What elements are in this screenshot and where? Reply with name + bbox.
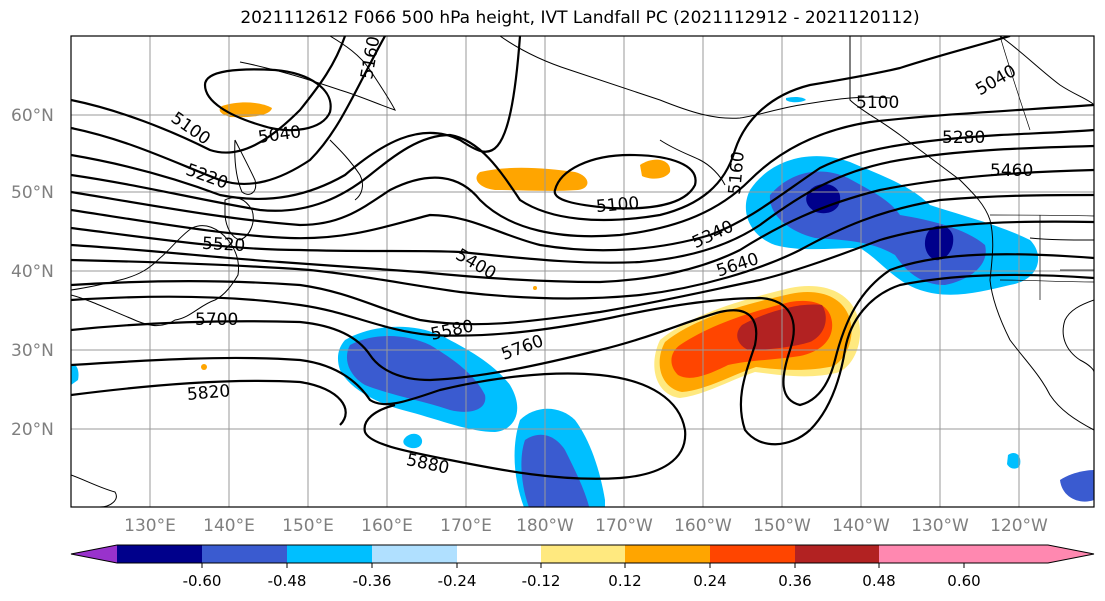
colorbar-segment <box>879 545 964 563</box>
latitude-labels: 60°N 50°N 40°N 30°N 20°N <box>11 106 54 440</box>
lon-label: 140°E <box>203 516 255 536</box>
colorbar-tick-label: 0.60 <box>947 572 980 590</box>
lat-label: 60°N <box>11 106 54 126</box>
coastlines <box>71 36 1094 507</box>
colorbar-tick-label: -0.60 <box>183 572 222 590</box>
lat-label: 20°N <box>11 420 54 440</box>
lon-label: 140°W <box>832 516 890 536</box>
colorbar-segment <box>541 545 625 563</box>
colorbar-segment <box>710 545 795 563</box>
colorbar-segment <box>117 545 202 563</box>
colorbar-segment <box>625 545 710 563</box>
contour-label: 5280 <box>942 128 985 148</box>
colorbar-segment <box>372 545 457 563</box>
colorbar-tick-label: 0.36 <box>778 572 811 590</box>
colorbar: -0.60 -0.48 -0.36 -0.24 -0.12 0.12 0.24 … <box>70 544 1095 590</box>
colorbar-segment <box>287 545 372 563</box>
colorbar-tick-label: 0.12 <box>608 572 641 590</box>
contour-label: 5460 <box>990 161 1033 181</box>
height-contours <box>71 36 1094 480</box>
colorbar-tick-label: 0.24 <box>693 572 726 590</box>
contour-label: 5820 <box>186 381 231 405</box>
lat-label: 30°N <box>11 341 54 361</box>
colorbar-segment <box>795 545 879 563</box>
lon-label: 170°E <box>440 516 492 536</box>
contour-label: 5100 <box>856 93 899 113</box>
colorbar-segment <box>457 545 541 563</box>
lon-label: 150°W <box>753 516 811 536</box>
lon-label: 130°W <box>911 516 969 536</box>
lon-label: 180°W <box>516 516 574 536</box>
lon-label: 160°W <box>674 516 732 536</box>
lon-label: 120°W <box>990 516 1048 536</box>
colorbar-segment <box>202 545 287 563</box>
lat-label: 40°N <box>11 262 54 282</box>
lon-label: 130°E <box>124 516 176 536</box>
colorbar-tick-label: -0.24 <box>438 572 477 590</box>
colorbar-extend-min <box>71 545 117 563</box>
lon-label: 160°E <box>361 516 413 536</box>
colorbar-tick-label: -0.12 <box>522 572 561 590</box>
political-borders <box>989 36 1094 300</box>
colorbar-tick-label: -0.48 <box>268 572 307 590</box>
lat-label: 50°N <box>11 183 54 203</box>
lon-label: 170°W <box>595 516 653 536</box>
map-frame <box>70 35 1095 508</box>
contour-label: 5700 <box>195 310 238 330</box>
colorbar-tick-label: -0.36 <box>353 572 392 590</box>
map-title: 2021112612 F066 500 hPa height, IVT Land… <box>240 8 920 28</box>
contour-label: 5520 <box>202 234 246 256</box>
contour-label: 5100 <box>595 193 640 217</box>
lon-label: 150°E <box>282 516 334 536</box>
contour-label: 5160 <box>725 151 749 196</box>
colorbar-extend-max <box>964 545 1094 563</box>
colorbar-ticks <box>201 563 965 568</box>
colorbar-tick-label: 0.48 <box>862 572 895 590</box>
colorbar-outline <box>70 544 1095 564</box>
longitude-labels: 130°E 140°E 150°E 160°E 170°E 180°W 170°… <box>124 516 1048 536</box>
